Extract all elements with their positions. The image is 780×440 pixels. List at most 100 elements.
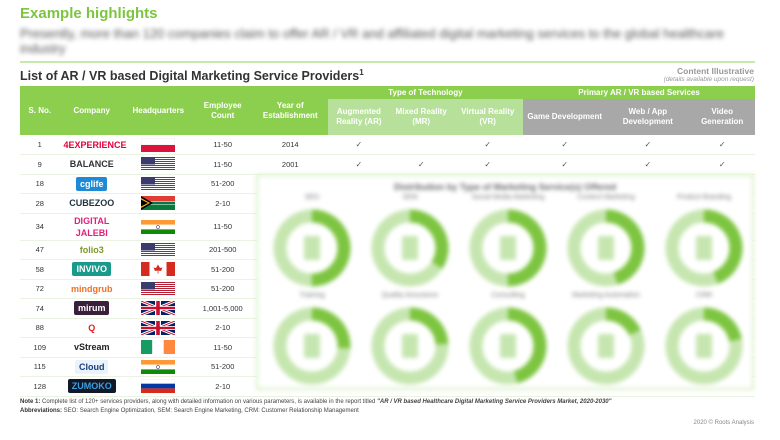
donut-item: SEM	[362, 194, 458, 292]
col-header: Headquarters	[123, 86, 193, 135]
donut-fill	[371, 307, 449, 385]
headquarters-flag	[123, 337, 193, 358]
flag-usa-icon	[141, 157, 176, 172]
donut-chart	[371, 209, 449, 287]
company-name: Cloud	[74, 359, 109, 374]
serial-number: 128	[20, 376, 60, 397]
col-header: Employee Count	[192, 86, 253, 135]
company-name: ZUMOKO	[67, 379, 116, 394]
check-cell: ✓	[689, 154, 755, 175]
distribution-title: Distribution by Type of Marketing Servic…	[393, 182, 617, 192]
employee-count: 201-500	[192, 240, 253, 260]
donut-label: Training	[299, 292, 325, 299]
mobile-icon	[304, 236, 320, 260]
headquarters-flag	[123, 259, 193, 280]
company-logo: INVIVO	[59, 259, 124, 280]
col-header: S. No.	[20, 86, 60, 135]
company-logo: vStream	[59, 337, 124, 358]
keyboard-icon	[598, 236, 614, 260]
check-icon: ✓	[355, 140, 363, 149]
check-icon: ✓	[561, 159, 569, 169]
company-name: Q	[84, 320, 100, 335]
donut-label: Product Branding	[676, 194, 732, 201]
people-icon	[500, 334, 516, 358]
headquarters-flag	[123, 135, 193, 155]
serial-number: 18	[20, 174, 60, 194]
employee-count: 2-10	[192, 193, 253, 214]
serial-number: 47	[20, 240, 60, 260]
serial-number: 28	[20, 193, 60, 214]
copyright: 2020 © Roots Analysis	[693, 420, 754, 426]
headquarters-flag	[123, 376, 193, 397]
employee-count: 51-200	[192, 174, 253, 194]
table-row: 1 4EXPERIENCE 11-50 2014 ✓ ✓ ✓ ✓ ✓	[20, 135, 755, 155]
flag-uk-icon	[141, 320, 176, 335]
donut-label: Content Marketing	[577, 194, 635, 201]
donut-label: Consulting	[491, 292, 525, 299]
donut-label: SEO	[304, 194, 320, 201]
group-header-services: Primary AR / VR based Services	[523, 86, 755, 99]
company-logo: ZUMOKO	[59, 376, 124, 397]
flag-ireland-icon	[141, 340, 176, 355]
section-headline: Example highlights	[20, 5, 158, 22]
table-row: 9 BALANCE 11-50 2001 ✓ ✓ ✓ ✓ ✓ ✓	[20, 154, 755, 175]
check-cell: ✓	[689, 135, 755, 155]
headquarters-flag	[123, 357, 193, 377]
col-header: Mixed Reality (MR)	[390, 99, 453, 135]
illustrative-title: Content Illustrative	[677, 66, 754, 76]
serial-number: 109	[20, 337, 60, 358]
headquarters-flag	[123, 213, 193, 241]
serial-number: 74	[20, 298, 60, 319]
employee-count: 11-50	[192, 337, 253, 358]
donut-item: Consulting	[460, 292, 556, 390]
donut-chart	[469, 307, 547, 385]
check-cell: ✓	[327, 135, 391, 155]
donut-item: Social Media Marketing	[460, 194, 556, 292]
serial-number: 115	[20, 357, 60, 377]
flag-uk-icon	[141, 301, 176, 316]
employee-count: 11-50	[192, 154, 253, 175]
company-logo: BALANCE	[59, 154, 124, 175]
company-name: folio3	[75, 242, 108, 257]
note-line: Note 1: Complete list of 120+ services p…	[20, 398, 611, 407]
employee-count: 11-50	[192, 135, 253, 155]
headquarters-flag	[123, 279, 193, 299]
serial-number: 1	[20, 135, 60, 155]
check-cell: ✓	[452, 135, 524, 155]
donut-label: Marketing Automation	[572, 292, 640, 299]
list-title: List of AR / VR based Digital Marketing …	[20, 68, 364, 83]
check-cell: ✓	[523, 135, 607, 155]
col-header: Virtual Reality (VR)	[452, 99, 524, 135]
group-header-technology: Type of Technology	[327, 86, 524, 99]
company-name: mindgrub	[66, 281, 117, 296]
donut-fill	[371, 209, 449, 287]
serial-number: 88	[20, 318, 60, 338]
flag-india-icon	[141, 219, 176, 234]
illustrative-label: Content Illustrative (details available …	[664, 66, 754, 83]
employee-count: 11-50	[192, 213, 253, 241]
employee-count: 2-10	[192, 318, 253, 338]
employee-count: 2-10	[192, 376, 253, 397]
check-icon: ✓	[644, 140, 652, 149]
donut-chart	[273, 209, 351, 287]
donut-chart	[469, 209, 547, 287]
serial-number: 72	[20, 279, 60, 299]
presentation-icon	[304, 334, 320, 358]
flag-south-africa-icon	[141, 196, 176, 211]
flag-india-icon	[141, 359, 176, 374]
col-header: Video Generation	[689, 99, 755, 135]
abbr-line: Abbreviations: SEO: Search Engine Optimi…	[20, 407, 611, 416]
year-established: 2014	[252, 135, 328, 155]
donut-item: Marketing Automation	[558, 292, 654, 390]
abbr-text: SEO: Search Engine Optimization, SEM: Se…	[62, 407, 359, 414]
illustrative-note: (details available upon request)	[663, 76, 754, 83]
company-logo: CUBEZOO	[59, 193, 124, 214]
divider	[20, 61, 755, 63]
donut-fill	[567, 307, 645, 385]
company-name: mirum	[73, 301, 110, 316]
footnote: Note 1: Complete list of 120+ services p…	[20, 398, 611, 415]
company-name: cglife	[75, 176, 108, 191]
donut-chart	[665, 209, 743, 287]
flag-usa-icon	[141, 176, 176, 191]
headquarters-flag	[123, 174, 193, 194]
